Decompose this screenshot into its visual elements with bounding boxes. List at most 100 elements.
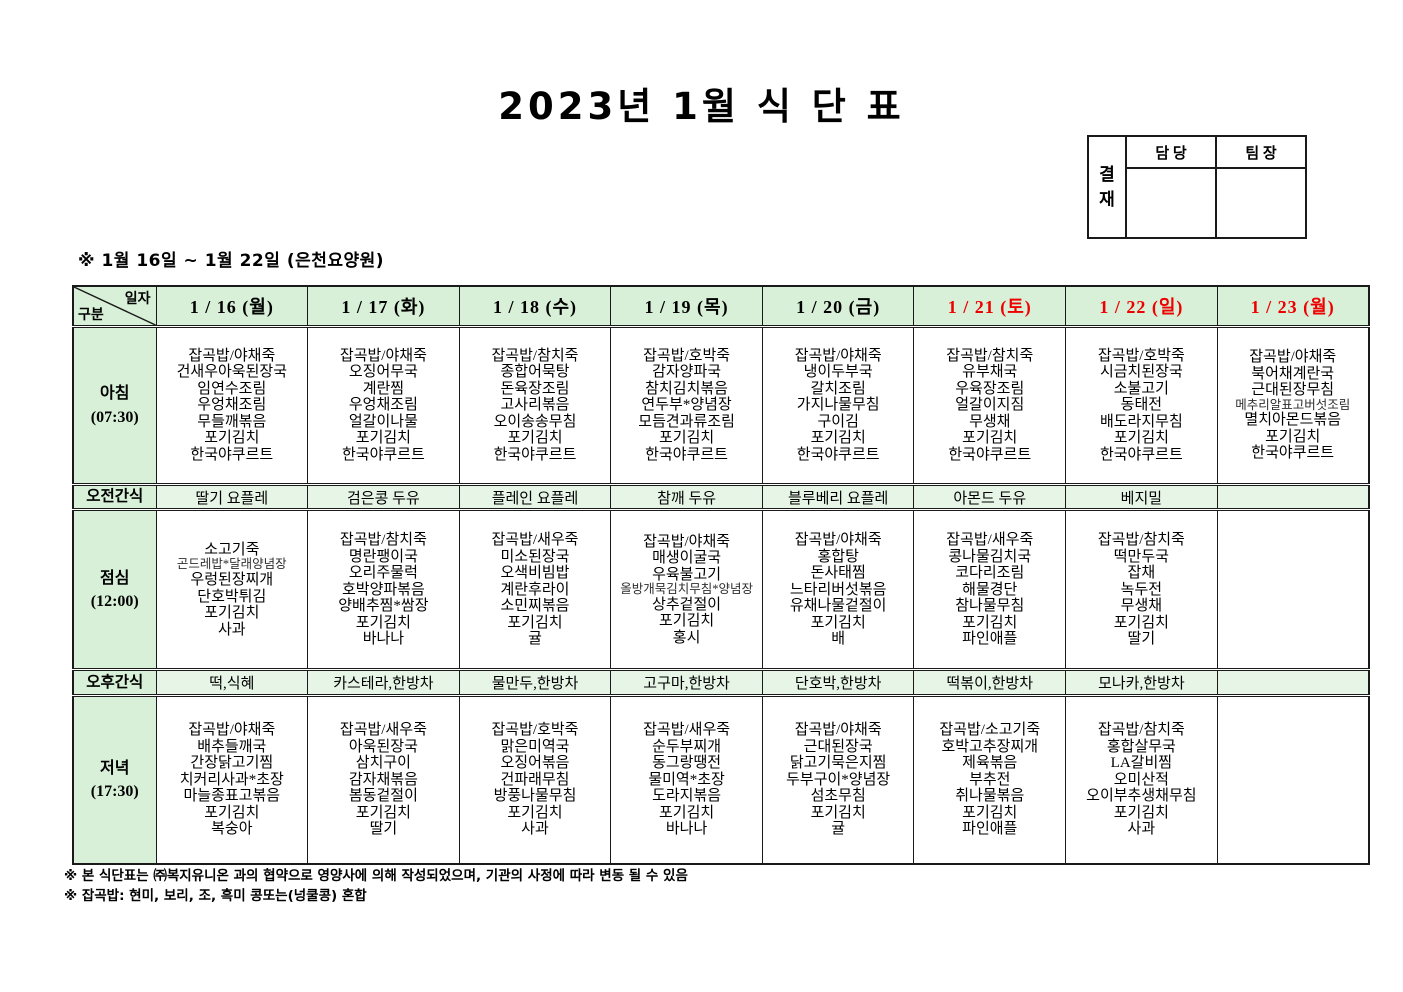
menu-item: 한국야쿠르트 [948,446,1032,463]
snack-cell: 떡,식혜 [155,668,309,697]
menu-item: 우육불고기 [652,566,722,583]
menu-item: 오리주물럭 [348,565,418,582]
menu-item: 부추전 [969,771,1011,788]
menu-item: 상추겉절이 [652,596,722,613]
snack-cell: 고구마,한방차 [610,668,763,697]
row-아침: 아침 (07:30) 잡곡밥/야채죽 건새우아욱된장국 임연수조림 우엉채조림 무들깨볶음 포… [72,325,1370,485]
menu-item: 소불고기 [1113,380,1169,397]
menu-item: 무생채 [1120,598,1163,615]
menu-cell: 잡곡밥/야채죽 근대된장국 닭고기묵은지찜 두부구이*양념장 섬초무침 포기김치 귤 [761,694,915,865]
menu-cell: 잡곡밥/야채죽 매생이굴국 우육불고기 올방개묵김치무침*양념장 상추겉절이 포기김치 홍시 [610,508,763,671]
menu-item: 명란팽이국 [348,548,418,565]
menu-cell: 잡곡밥/야채죽 배추들깨국 간장닭고기찜 치커리사과*초장 마늘종표고볶음 포기김치 복숭아 [155,694,309,865]
menu-item: 포기김치 [355,614,411,631]
snack-cell: 검은콩 두유 [307,482,460,511]
menu-cell: 잡곡밥/소고기죽 호박고추장찌개 제육볶음 부추전 취나물볶음 포기김치 파인애플 [913,694,1067,865]
menu-item: 잡곡밥/새우죽 [339,722,427,739]
menu-item: 감자양파국 [652,364,722,381]
menu-item: 포기김치 [355,804,411,821]
menu-item: 유부채국 [962,364,1018,381]
menu-item: 갈치조림 [810,380,866,397]
menu-item: 계란찜 [362,380,405,397]
menu-item: 우렁된장찌개 [190,572,274,589]
menu-item: 잡채 [1127,565,1156,582]
menu-item: 홍시 [672,629,701,646]
menu-item: 취나물볶음 [955,788,1025,805]
menu-item: 섬초무침 [810,788,866,805]
menu-item: 얼갈이나물 [348,413,418,430]
menu-item: 방풍나물무침 [493,788,577,805]
menu-item: 종합어묵탕 [500,364,570,381]
menu-item: 근대된장무침 [1251,382,1335,399]
menu-item: 우육장조림 [955,380,1025,397]
menu-item: 포기김치 [204,605,260,622]
menu-cell: 잡곡밥/새우죽 미소된장국 오색비빔밥 계란후라이 소민찌볶음 포기김치 귤 [458,508,612,671]
menu-item: 잡곡밥/참치죽 [1097,532,1185,549]
menu-item: 잡곡밥/야채죽 [1249,349,1337,366]
menu-item: 삼치구이 [355,755,411,772]
menu-item: 곤드레밥*달래양념장 [176,557,287,572]
menu-item: 닭고기묵은지찜 [789,755,887,772]
menu-item: 포기김치 [658,613,715,630]
menu-item: 동태전 [1120,397,1163,414]
row-label-점심: 점심 (12:00) [72,508,157,671]
menu-item: 잡곡밥/호박죽 [1097,347,1185,364]
menu-item: 떡만두국 [1113,548,1169,565]
week-range-subtitle: ※ 1월 16일 ~ 1월 22일 (은천요양원) [78,251,385,271]
menu-item: 코다리조림 [955,565,1025,582]
approval-col-manager: 담 당 [1125,135,1217,169]
menu-item: 잡곡밥/참치죽 [491,347,579,364]
menu-cell [1216,508,1370,671]
menu-item: 고사리볶음 [500,397,570,414]
menu-item: 냉이두부국 [803,364,873,381]
menu-item: 잡곡밥/소고기죽 [939,722,1041,739]
menu-item: 무들깨볶음 [197,413,267,430]
menu-item: 포기김치 [507,430,563,447]
menu-item: 마늘종표고볶음 [183,788,281,805]
footnotes: ※ 본 식단표는 ㈜복지유니온 과의 협약으로 영양사에 의해 작성되었으며, … [64,866,688,907]
menu-item: 우엉채조림 [197,397,267,414]
menu-item: 바나나 [665,821,708,838]
menu-cell: 잡곡밥/야채죽 건새우아욱된장국 임연수조림 우엉채조림 무들깨볶음 포기김치 한국야쿠르트 [155,325,309,485]
menu-item: 잡곡밥/야채죽 [794,532,882,549]
menu-item: 단호박튀김 [197,588,267,605]
menu-item: 무생채 [969,413,1011,430]
menu-item: 물미역*초장 [648,771,725,788]
menu-item: 잡곡밥/새우죽 [643,722,731,739]
menu-item: LA갈비찜 [1110,755,1173,772]
snack-cell: 모나카,한방차 [1065,668,1218,697]
menu-item: 귤 [831,821,846,838]
menu-cell: 잡곡밥/새우죽 순두부찌개 동그랑땡전 물미역*초장 도라지볶음 포기김치 바나나 [610,694,763,865]
menu-item: 근대된장국 [803,738,873,755]
menu-item: 미소된장국 [500,548,570,565]
menu-item: 모듬견과류조림 [638,413,735,430]
menu-item: 오징어무국 [348,364,418,381]
snack-cell: 블루베리 요플레 [761,482,915,511]
menu-item: 양배추찜*쌈장 [338,598,429,615]
snack-cell: 딸기 요플레 [155,482,309,511]
menu-item: 오징어볶음 [500,755,570,772]
menu-item: 파인애플 [962,821,1018,838]
menu-item: 홍합살무국 [1106,738,1176,755]
menu-item: 연두부*양념장 [641,397,732,414]
menu-item: 돈사태찜 [810,565,866,582]
menu-item: 한국야쿠르트 [341,446,425,463]
approval-sign-cell-manager [1125,167,1217,239]
menu-item: 포기김치 [658,804,715,821]
menu-item: 올방개묵김치무침*양념장 [620,582,753,597]
menu-item: 포기김치 [810,804,866,821]
menu-item: 동그랑땡전 [652,755,722,772]
row-오전간식: 오전간식 딸기 요플레 검은콩 두유 플레인 요플레 참깨 두유 블루베리 요플레 아몬드 … [72,482,1370,511]
menu-item: 녹두전 [1120,581,1163,598]
menu-item: 배 [831,631,846,648]
menu-item: 두부구이*양념장 [786,771,891,788]
footnote-provider: ※ 본 식단표는 ㈜복지유니온 과의 협약으로 영양사에 의해 작성되었으며, … [64,868,688,884]
menu-item: 포기김치 [658,430,715,447]
page-title: 2023년 1월 식 단 표 [498,85,905,128]
menu-item: 잡곡밥/참치죽 [1097,722,1185,739]
snack-cell: 참깨 두유 [610,482,763,511]
row-label-오전간식: 오전간식 [72,482,157,511]
menu-item: 사과 [521,821,549,838]
menu-item: 포기김치 [962,430,1018,447]
menu-item: 바나나 [362,631,405,648]
